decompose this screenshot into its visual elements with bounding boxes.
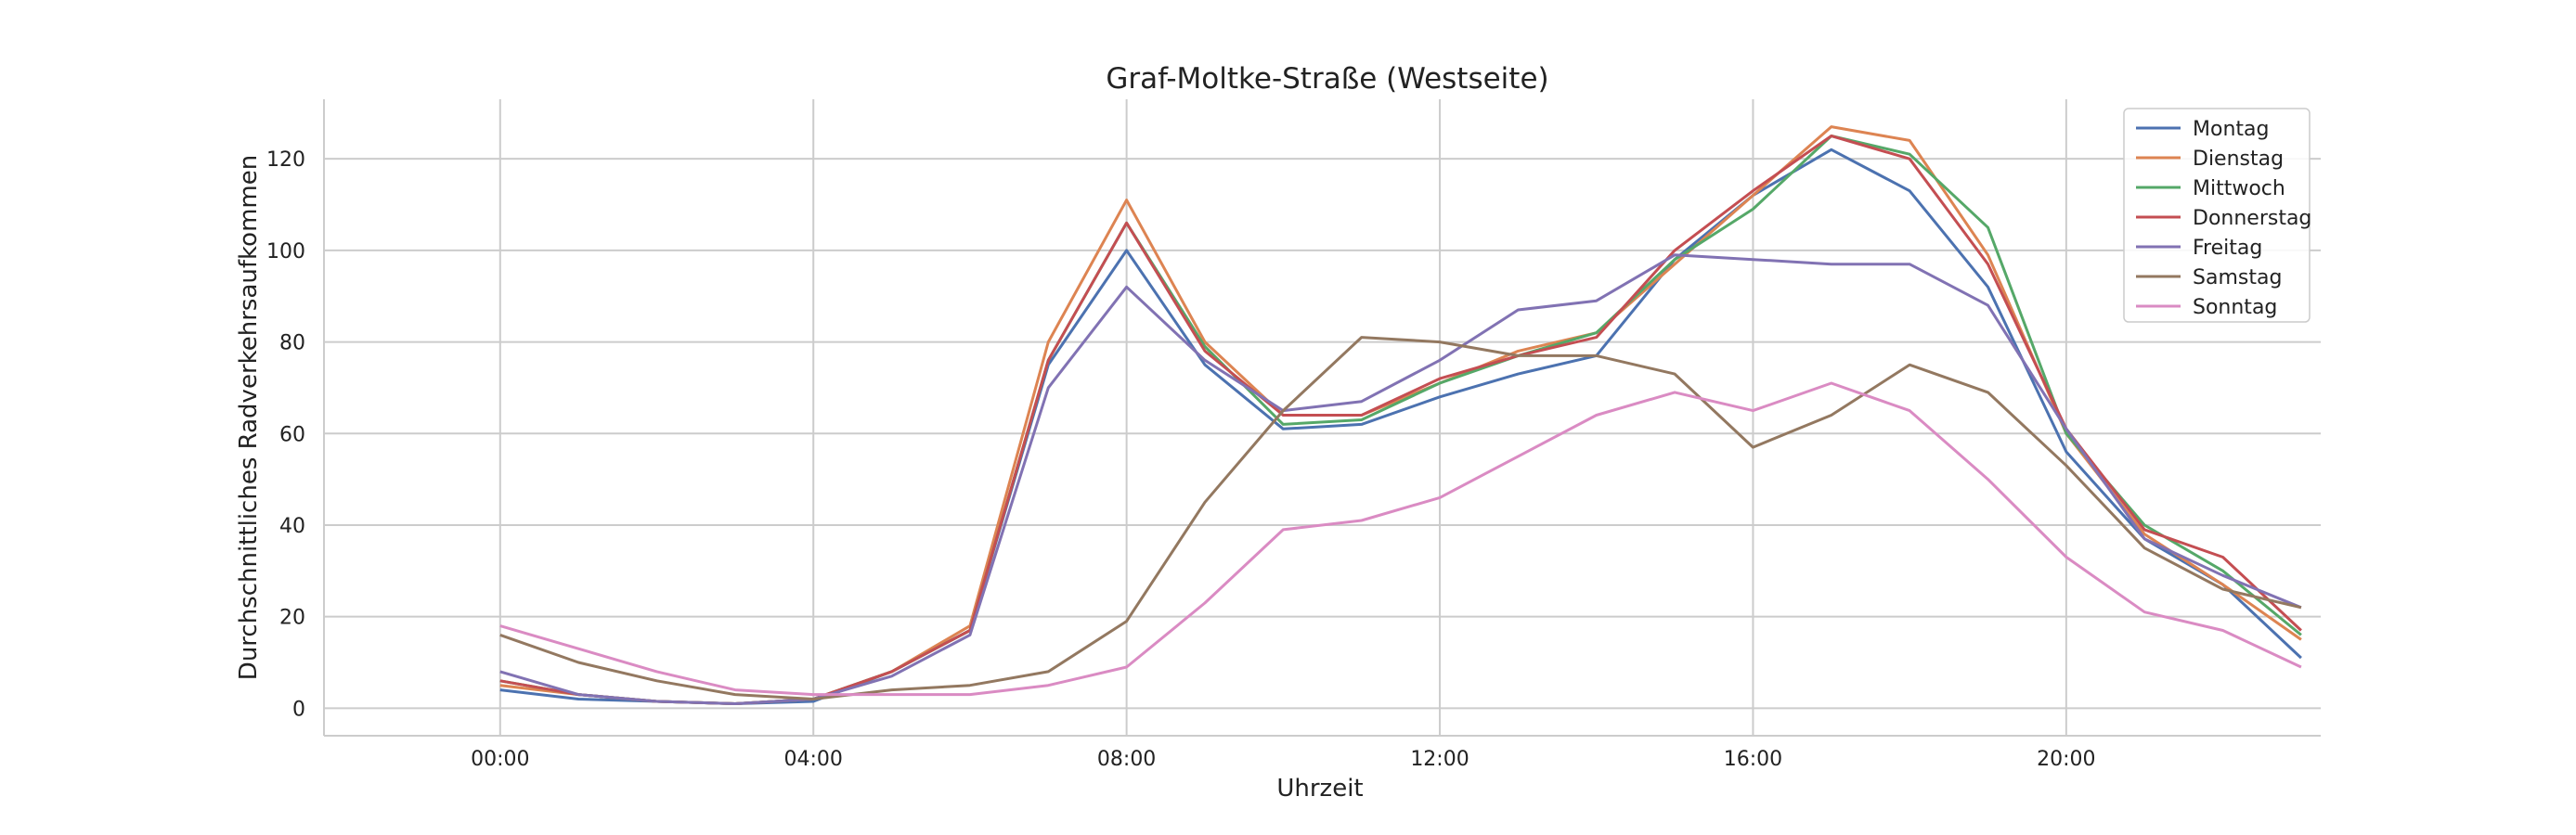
series-line-mittwoch [499, 135, 2302, 705]
x-tick-label: 04:00 [784, 748, 843, 771]
y-tick-label: 20 [279, 607, 305, 630]
x-tick-label: 20:00 [2037, 748, 2095, 771]
y-tick-label: 120 [266, 148, 305, 172]
chart-title: Graf-Moltke-Straße (Westseite) [1106, 62, 1548, 96]
series-line-sonntag [499, 381, 2302, 697]
series-lines [499, 125, 2302, 705]
legend-label-samstag: Samstag [2193, 266, 2282, 289]
x-tick-labels: 00:00 04:00 08:00 12:00 16:00 20:00 [471, 748, 2095, 771]
x-gridlines [498, 99, 2067, 736]
legend: Montag Dienstag Mittwoch Donnerstag Freitag S… [2123, 108, 2311, 323]
x-tick-label: 16:00 [1724, 748, 1782, 771]
y-tick-label: 100 [266, 240, 305, 263]
y-axis-label: Durchschnittliches Radverkehrsaufkommen [235, 155, 263, 680]
y-tick-label: 80 [279, 332, 305, 355]
legend-box [2123, 108, 2311, 323]
legend-label-sonntag: Sonntag [2193, 296, 2277, 319]
series-line-samstag [499, 336, 2302, 700]
legend-label-donnerstag: Donnerstag [2193, 207, 2311, 230]
y-gridlines [324, 158, 2321, 710]
y-tick-label: 60 [279, 423, 305, 446]
x-tick-label: 00:00 [471, 748, 529, 771]
x-tick-label: 08:00 [1097, 748, 1156, 771]
y-tick-label: 40 [279, 515, 305, 538]
y-tick-labels: 0 20 40 60 80 100 120 [266, 148, 305, 721]
x-tick-label: 12:00 [1410, 748, 1469, 771]
x-axis-label: Uhrzeit [1276, 775, 1363, 803]
legend-label-freitag: Freitag [2193, 237, 2262, 260]
series-line-freitag [499, 253, 2302, 705]
legend-label-montag: Montag [2193, 118, 2269, 141]
y-tick-label: 0 [292, 698, 305, 721]
legend-label-mittwoch: Mittwoch [2193, 177, 2285, 200]
legend-label-dienstag: Dienstag [2193, 148, 2284, 171]
series-line-donnerstag [499, 135, 2302, 705]
series-line-montag [499, 148, 2302, 705]
